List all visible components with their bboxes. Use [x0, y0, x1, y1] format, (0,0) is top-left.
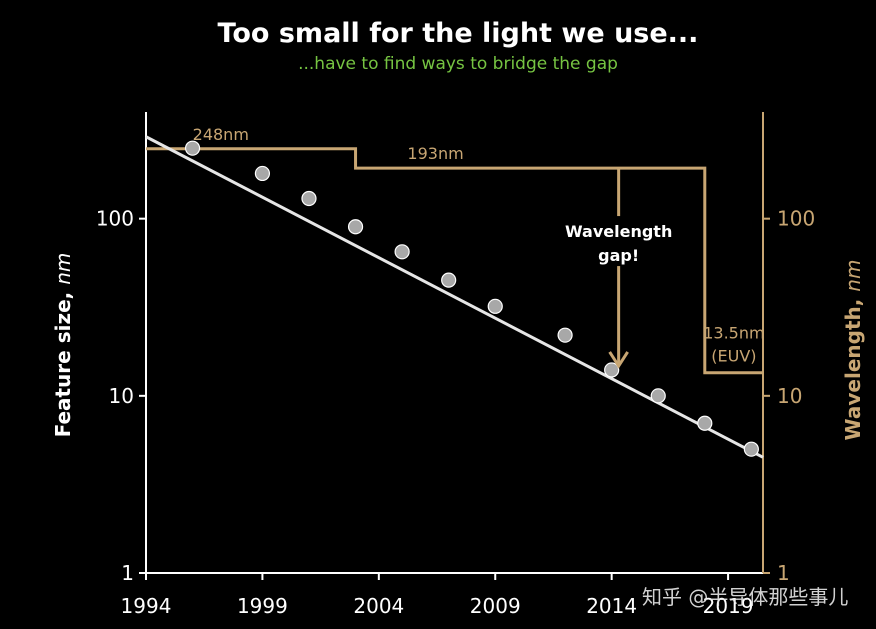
- right-y-tick-label: 1: [777, 561, 790, 585]
- feature-size-point: [254, 165, 271, 182]
- axes: 1994 1999 2004 2009 2014 2019 1 10 100 1 10 100: [96, 112, 815, 618]
- left-y-tick-label: 1: [121, 561, 134, 585]
- trend-line: [145, 135, 764, 459]
- gap-label-line2: gap!: [598, 246, 639, 265]
- feature-size-point: [743, 441, 759, 457]
- watermark: 知乎 @半导体那些事儿: [642, 585, 848, 609]
- x-tick-label: 2014: [586, 594, 637, 618]
- feature-size-point: [394, 244, 410, 260]
- left-axis-label: Feature size, nm: [51, 253, 75, 438]
- feature-size-point: [697, 415, 713, 431]
- x-tick-label: 2019: [703, 594, 754, 618]
- wavelength-label-euv: 13.5nm: [703, 324, 764, 343]
- svg-text:Wavelength, nm: Wavelength, nm: [841, 260, 865, 441]
- wavelength-label-193nm: 193nm: [407, 144, 463, 163]
- wavelength-steps: 248nm 193nm 13.5nm (EUV): [146, 125, 765, 375]
- feature-size-point: [487, 298, 503, 314]
- left-y-tick-label: 100: [96, 207, 134, 231]
- wavelength-label-248nm: 248nm: [193, 125, 249, 144]
- feature-size-point: [301, 190, 317, 207]
- wavelength-step-line: [146, 147, 763, 375]
- gap-label-line1: Wavelength: [565, 222, 672, 241]
- x-tick-label: 1994: [121, 594, 172, 618]
- wavelength-gap-annotation: Wavelength gap!: [560, 168, 677, 369]
- x-tick-label: 1999: [237, 594, 288, 618]
- gap-arrow-head: [608, 351, 629, 369]
- feature-size-point: [557, 327, 573, 343]
- feature-size-point: [650, 388, 666, 404]
- left-axis-label-unit: nm: [51, 253, 75, 285]
- right-axis-label: Wavelength, nm: [841, 260, 865, 441]
- right-y-tick-label: 10: [777, 384, 802, 408]
- left-y-tick-label: 10: [109, 384, 134, 408]
- right-axis-label-unit: nm: [841, 260, 865, 292]
- chart-title: Too small for the light we use...: [218, 18, 699, 49]
- right-y-tick-label: 100: [777, 207, 815, 231]
- feature-size-point: [347, 219, 364, 235]
- trend-line-group: [145, 135, 764, 459]
- svg-text:Feature size, nm: Feature size, nm: [51, 253, 75, 438]
- right-axis-label-main: Wavelength,: [841, 292, 865, 441]
- feature-size-point: [604, 362, 620, 378]
- x-tick-label: 2004: [353, 594, 404, 618]
- left-axis-label-main: Feature size,: [51, 285, 75, 438]
- x-tick-label: 2009: [470, 594, 521, 618]
- chart-subtitle: ...have to find ways to bridge the gap: [298, 54, 618, 74]
- wavelength-label-euv-sub: (EUV): [711, 347, 756, 366]
- feature-size-points: [184, 140, 759, 457]
- gap-label-background: [560, 216, 677, 267]
- feature-size-point: [441, 272, 457, 288]
- feature-size-point: [184, 140, 201, 156]
